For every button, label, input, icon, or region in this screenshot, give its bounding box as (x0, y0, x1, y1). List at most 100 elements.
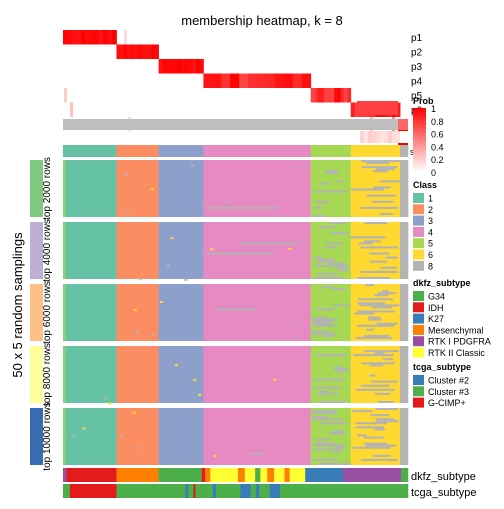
heatmap-noise (364, 222, 388, 225)
heatmap-noise (359, 304, 400, 307)
heatmap-class-block (203, 408, 312, 465)
heatmap-noise (360, 246, 398, 249)
membership-cell (71, 30, 77, 45)
heatmap-noise (373, 186, 391, 189)
dkfz-segment (66, 468, 117, 482)
dkfz-segment (274, 468, 285, 482)
heatmap-noise (369, 374, 376, 377)
dkfz-segment (401, 468, 409, 482)
tcga-segment (259, 484, 270, 498)
heatmap-noise (366, 162, 390, 165)
dkfz_subtype-legend-swatch (413, 313, 424, 324)
heatmap-class-block (116, 408, 159, 465)
heatmap-noise (166, 264, 170, 267)
heatmap-noise (313, 256, 323, 259)
membership-cell (173, 59, 178, 74)
heatmap-noise (312, 322, 332, 325)
membership-cell (344, 88, 348, 103)
heatmap-noise (250, 452, 264, 455)
membership-row-bg (63, 44, 408, 59)
class-legend-swatch (413, 238, 424, 249)
membership-cell (107, 30, 113, 45)
heatmap-noise (150, 188, 154, 191)
heatmap-noise (126, 211, 130, 214)
membership-cell (144, 44, 149, 59)
membership-cell (334, 88, 338, 103)
heatmap-noise (314, 324, 337, 327)
row-group-bar (30, 346, 43, 403)
class-block (63, 145, 117, 157)
class-block (310, 145, 352, 157)
heatmap-class-block (158, 222, 204, 279)
membership-cell (116, 44, 121, 59)
heatmap-noise (239, 242, 299, 245)
heatmap-noise (197, 393, 201, 396)
membership-cell (155, 44, 159, 59)
membership-cell (85, 30, 91, 45)
heatmap-noise (136, 330, 140, 333)
membership-cell (337, 88, 342, 103)
dkfz_subtype-legend-title: dkfz_subtype (413, 278, 471, 288)
heatmap-class-block (203, 284, 312, 341)
membership-cell (134, 44, 138, 59)
dkfz_subtype-legend-swatch (413, 347, 424, 358)
membership-cell (180, 59, 186, 74)
heatmap-noise (333, 304, 351, 307)
silhouette-cell (368, 131, 372, 143)
membership-cell (70, 102, 73, 117)
heatmap-noise (376, 420, 399, 423)
heatmap-noise (319, 226, 336, 229)
heatmap-noise (313, 206, 323, 209)
dkfz_subtype-legend-label: G34 (428, 292, 445, 302)
heatmap-noise (336, 370, 347, 373)
membership-cell (76, 30, 82, 45)
heatmap-noise (71, 435, 75, 438)
heatmap-noise (215, 308, 255, 311)
membership-cell (177, 59, 182, 74)
heatmap-class-block (63, 284, 117, 341)
heatmap-noise (314, 264, 348, 267)
heatmap-class-block (63, 222, 117, 279)
dkfz_subtype-legend-swatch (413, 291, 424, 301)
heatmap-noise (313, 276, 344, 279)
heatmap-noise (206, 206, 279, 209)
membership-cell (301, 73, 312, 88)
heatmap-noise (381, 290, 389, 293)
row-group-bar (30, 284, 43, 341)
dkfz-segment (201, 468, 206, 482)
class-block (400, 145, 409, 157)
heatmap-noise (312, 378, 345, 381)
heatmap-noise (355, 422, 387, 425)
silhouette-bar (63, 131, 408, 143)
heatmap-noise (377, 292, 396, 295)
heatmap-noise (377, 400, 394, 403)
sample-annotation-tracks: dkfz_subtype tcga_subtype (63, 468, 476, 499)
heatmap-noise (351, 188, 384, 191)
heatmap-noise (312, 214, 326, 217)
prob-legend-title: Prob (413, 96, 434, 106)
dkfz-segment (158, 468, 202, 482)
heatmap-noise (374, 428, 385, 431)
heatmap-noise (312, 320, 334, 323)
membership-row-label: p4 (411, 77, 423, 88)
silhouette-cell (364, 131, 368, 143)
tcga-segment (250, 484, 257, 498)
heatmap-noise (357, 276, 390, 279)
class-legend-swatch (413, 193, 424, 203)
membership-cell (212, 73, 222, 88)
heatmap-class-block (400, 160, 409, 217)
membership-cell (89, 30, 95, 45)
dkfz-segment (351, 468, 402, 482)
tcga-segment (63, 484, 71, 498)
heatmap-class-block (116, 222, 159, 279)
prob-tick-label: 0.2 (431, 155, 444, 165)
prob-tick-label: 0.4 (431, 142, 444, 152)
class-legend-label: 3 (428, 216, 433, 226)
heatmap-noise (357, 298, 394, 301)
membership-row-label: p5 (411, 91, 423, 102)
heatmap-noise (357, 302, 386, 305)
membership-cell (162, 59, 167, 74)
heatmap-noise (360, 384, 390, 387)
heatmap-noise (337, 266, 347, 269)
